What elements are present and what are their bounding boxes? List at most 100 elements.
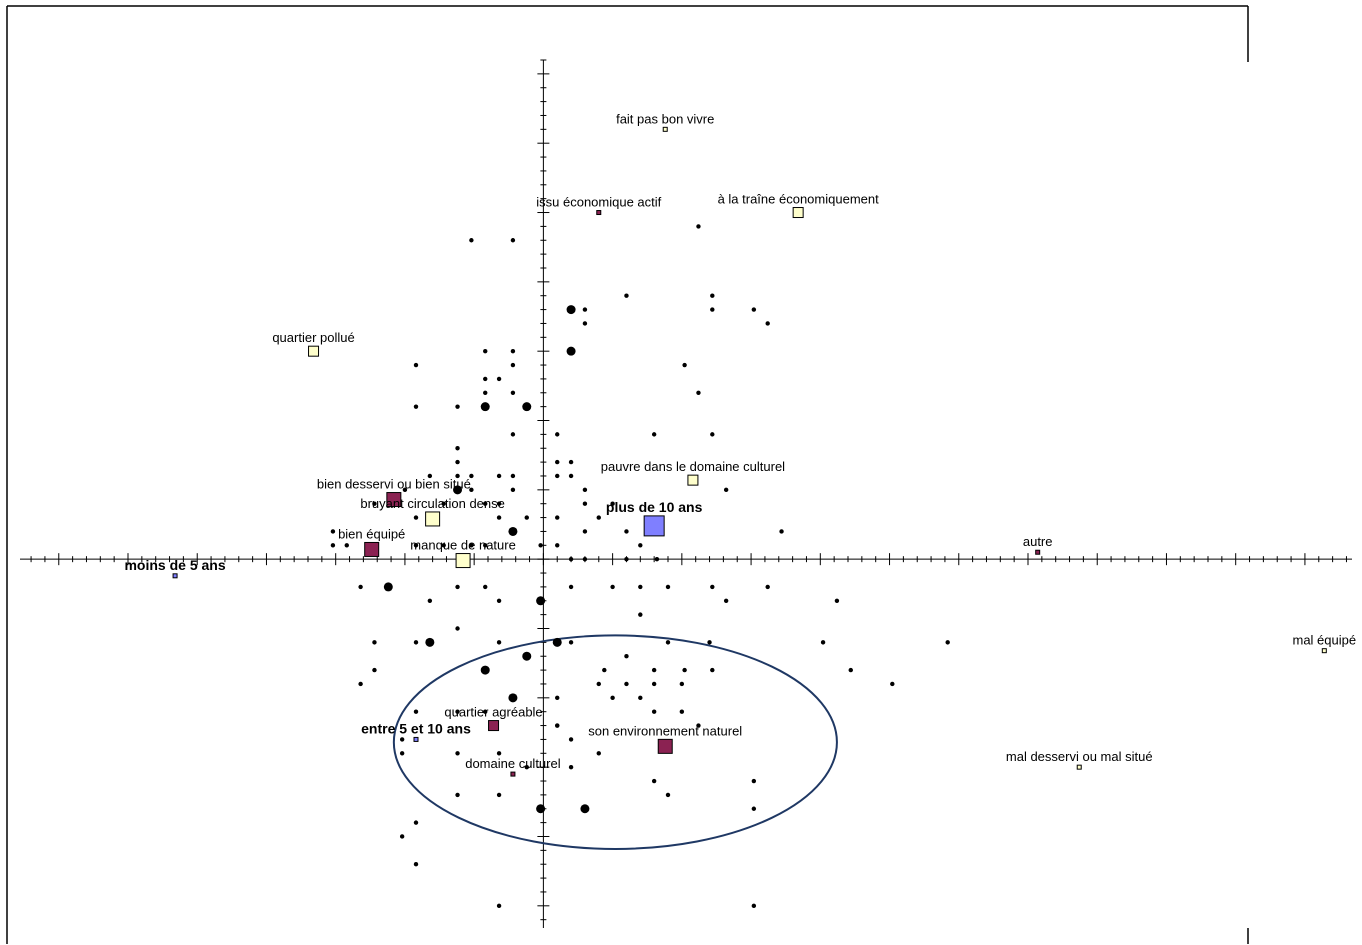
scatter-dot — [602, 667, 607, 673]
scatter-dot — [710, 584, 715, 590]
point-label: bien desservi ou bien situé — [317, 477, 471, 492]
scatter-dot — [413, 515, 419, 520]
point-marker — [308, 345, 320, 357]
scatter-dot — [372, 667, 377, 673]
scatter-dot — [582, 487, 588, 493]
scatter-dot — [820, 640, 826, 645]
scatter-dot — [610, 584, 615, 590]
scatter-dot — [413, 640, 419, 645]
labeled-point: issu économique actif — [536, 195, 662, 216]
scatter-dot — [496, 640, 502, 645]
scatter-dot — [538, 543, 543, 548]
scatter-dot — [555, 459, 560, 465]
scatter-dot — [555, 723, 560, 728]
scatter-dot — [568, 640, 574, 645]
dots-layer — [330, 224, 950, 909]
scatter-dot — [510, 432, 516, 437]
scatter-dot — [555, 473, 560, 479]
point-marker — [1076, 764, 1082, 770]
scatter-dot — [496, 376, 502, 382]
scatter-dot — [582, 321, 588, 326]
labeled-point: mal desservi ou mal situé — [1006, 749, 1153, 770]
scatter-dot — [469, 473, 474, 479]
scatter-dot — [582, 307, 588, 312]
scatter-dot — [568, 459, 574, 465]
scatter-dot — [710, 293, 715, 298]
scatter-dot — [413, 362, 419, 368]
scatter-dot — [696, 390, 701, 395]
scatter-dot — [751, 903, 757, 909]
scatter-dot — [624, 556, 629, 562]
scatter-dot — [751, 806, 757, 811]
scatter-dot — [455, 709, 460, 714]
point-marker — [1321, 648, 1327, 654]
point-marker — [488, 720, 500, 732]
point-marker — [413, 736, 419, 742]
scatter-dot — [510, 390, 516, 395]
scatter-dot — [496, 903, 502, 909]
scatter-dot — [555, 543, 560, 548]
scatter-dot — [682, 362, 687, 368]
scatter-dot — [710, 307, 715, 312]
point-label: domaine culturel — [465, 756, 560, 771]
scatter-dot — [834, 598, 840, 603]
scatter-dot — [441, 501, 446, 506]
scatter-dot — [751, 307, 757, 312]
point-label: fait pas bon vivre — [616, 111, 714, 126]
labeled-point: bruyant circulation dense — [360, 496, 505, 527]
point-label: quartier agréable — [444, 705, 542, 720]
labeled-point: entre 5 et 10 ans — [361, 720, 471, 742]
scatter-dot — [582, 529, 588, 534]
scatter-dot — [696, 224, 701, 229]
scatter-dot — [413, 862, 419, 867]
scatter-dot-large — [383, 582, 393, 592]
scatter-dot — [651, 681, 657, 687]
scatter-dot — [723, 598, 729, 603]
point-marker — [364, 541, 380, 557]
point-marker — [657, 738, 673, 754]
scatter-dot — [568, 473, 574, 479]
labeled-point: à la traîne économiquement — [718, 192, 879, 219]
ellipse-layer — [392, 634, 838, 850]
point-label: quartier pollué — [272, 330, 354, 345]
point-label: mal équipé — [1293, 633, 1357, 648]
scatter-dot — [427, 598, 433, 603]
scatter-dot — [455, 626, 460, 631]
scatter-dot — [848, 667, 853, 673]
scatter-dot — [624, 654, 629, 659]
labeled-point: autre — [1023, 534, 1053, 555]
scatter-dot — [330, 529, 336, 534]
scatter-dot — [344, 543, 349, 548]
scatter-dot — [399, 751, 405, 756]
labeled-point: domaine culturel — [465, 756, 561, 777]
scatter-dot — [455, 473, 460, 479]
scatter-dot-large — [508, 526, 518, 536]
scatter-dot-large — [425, 637, 435, 647]
scatter-dot — [483, 584, 488, 590]
scatter-dot-large — [566, 346, 576, 356]
scatter-dot — [638, 543, 643, 548]
scatter-dot — [751, 778, 757, 784]
highlight-ellipse — [392, 634, 838, 850]
scatter-dot — [455, 404, 460, 409]
scatter-dot — [890, 681, 895, 687]
scatter-dot — [707, 640, 712, 645]
scatter-dot — [638, 695, 643, 701]
scatter-dot — [765, 584, 770, 590]
scatter-dot — [510, 348, 516, 354]
scatter-dot — [568, 584, 574, 590]
scatter-dot — [651, 778, 657, 784]
scatter-dot — [638, 584, 643, 590]
scatter-dot — [483, 501, 488, 506]
scatter-dot-large — [566, 305, 576, 315]
point-label: son environnement naturel — [588, 723, 742, 738]
scatter-dot — [596, 681, 601, 687]
scatter-dot-large — [552, 637, 562, 647]
scatter-dot — [496, 751, 502, 756]
point-label: bruyant circulation dense — [360, 496, 505, 511]
scatter-dot — [496, 515, 502, 520]
scatter-dot — [555, 695, 560, 701]
point-marker — [386, 492, 402, 508]
point-marker — [792, 207, 804, 219]
scatter-dot — [427, 473, 433, 479]
